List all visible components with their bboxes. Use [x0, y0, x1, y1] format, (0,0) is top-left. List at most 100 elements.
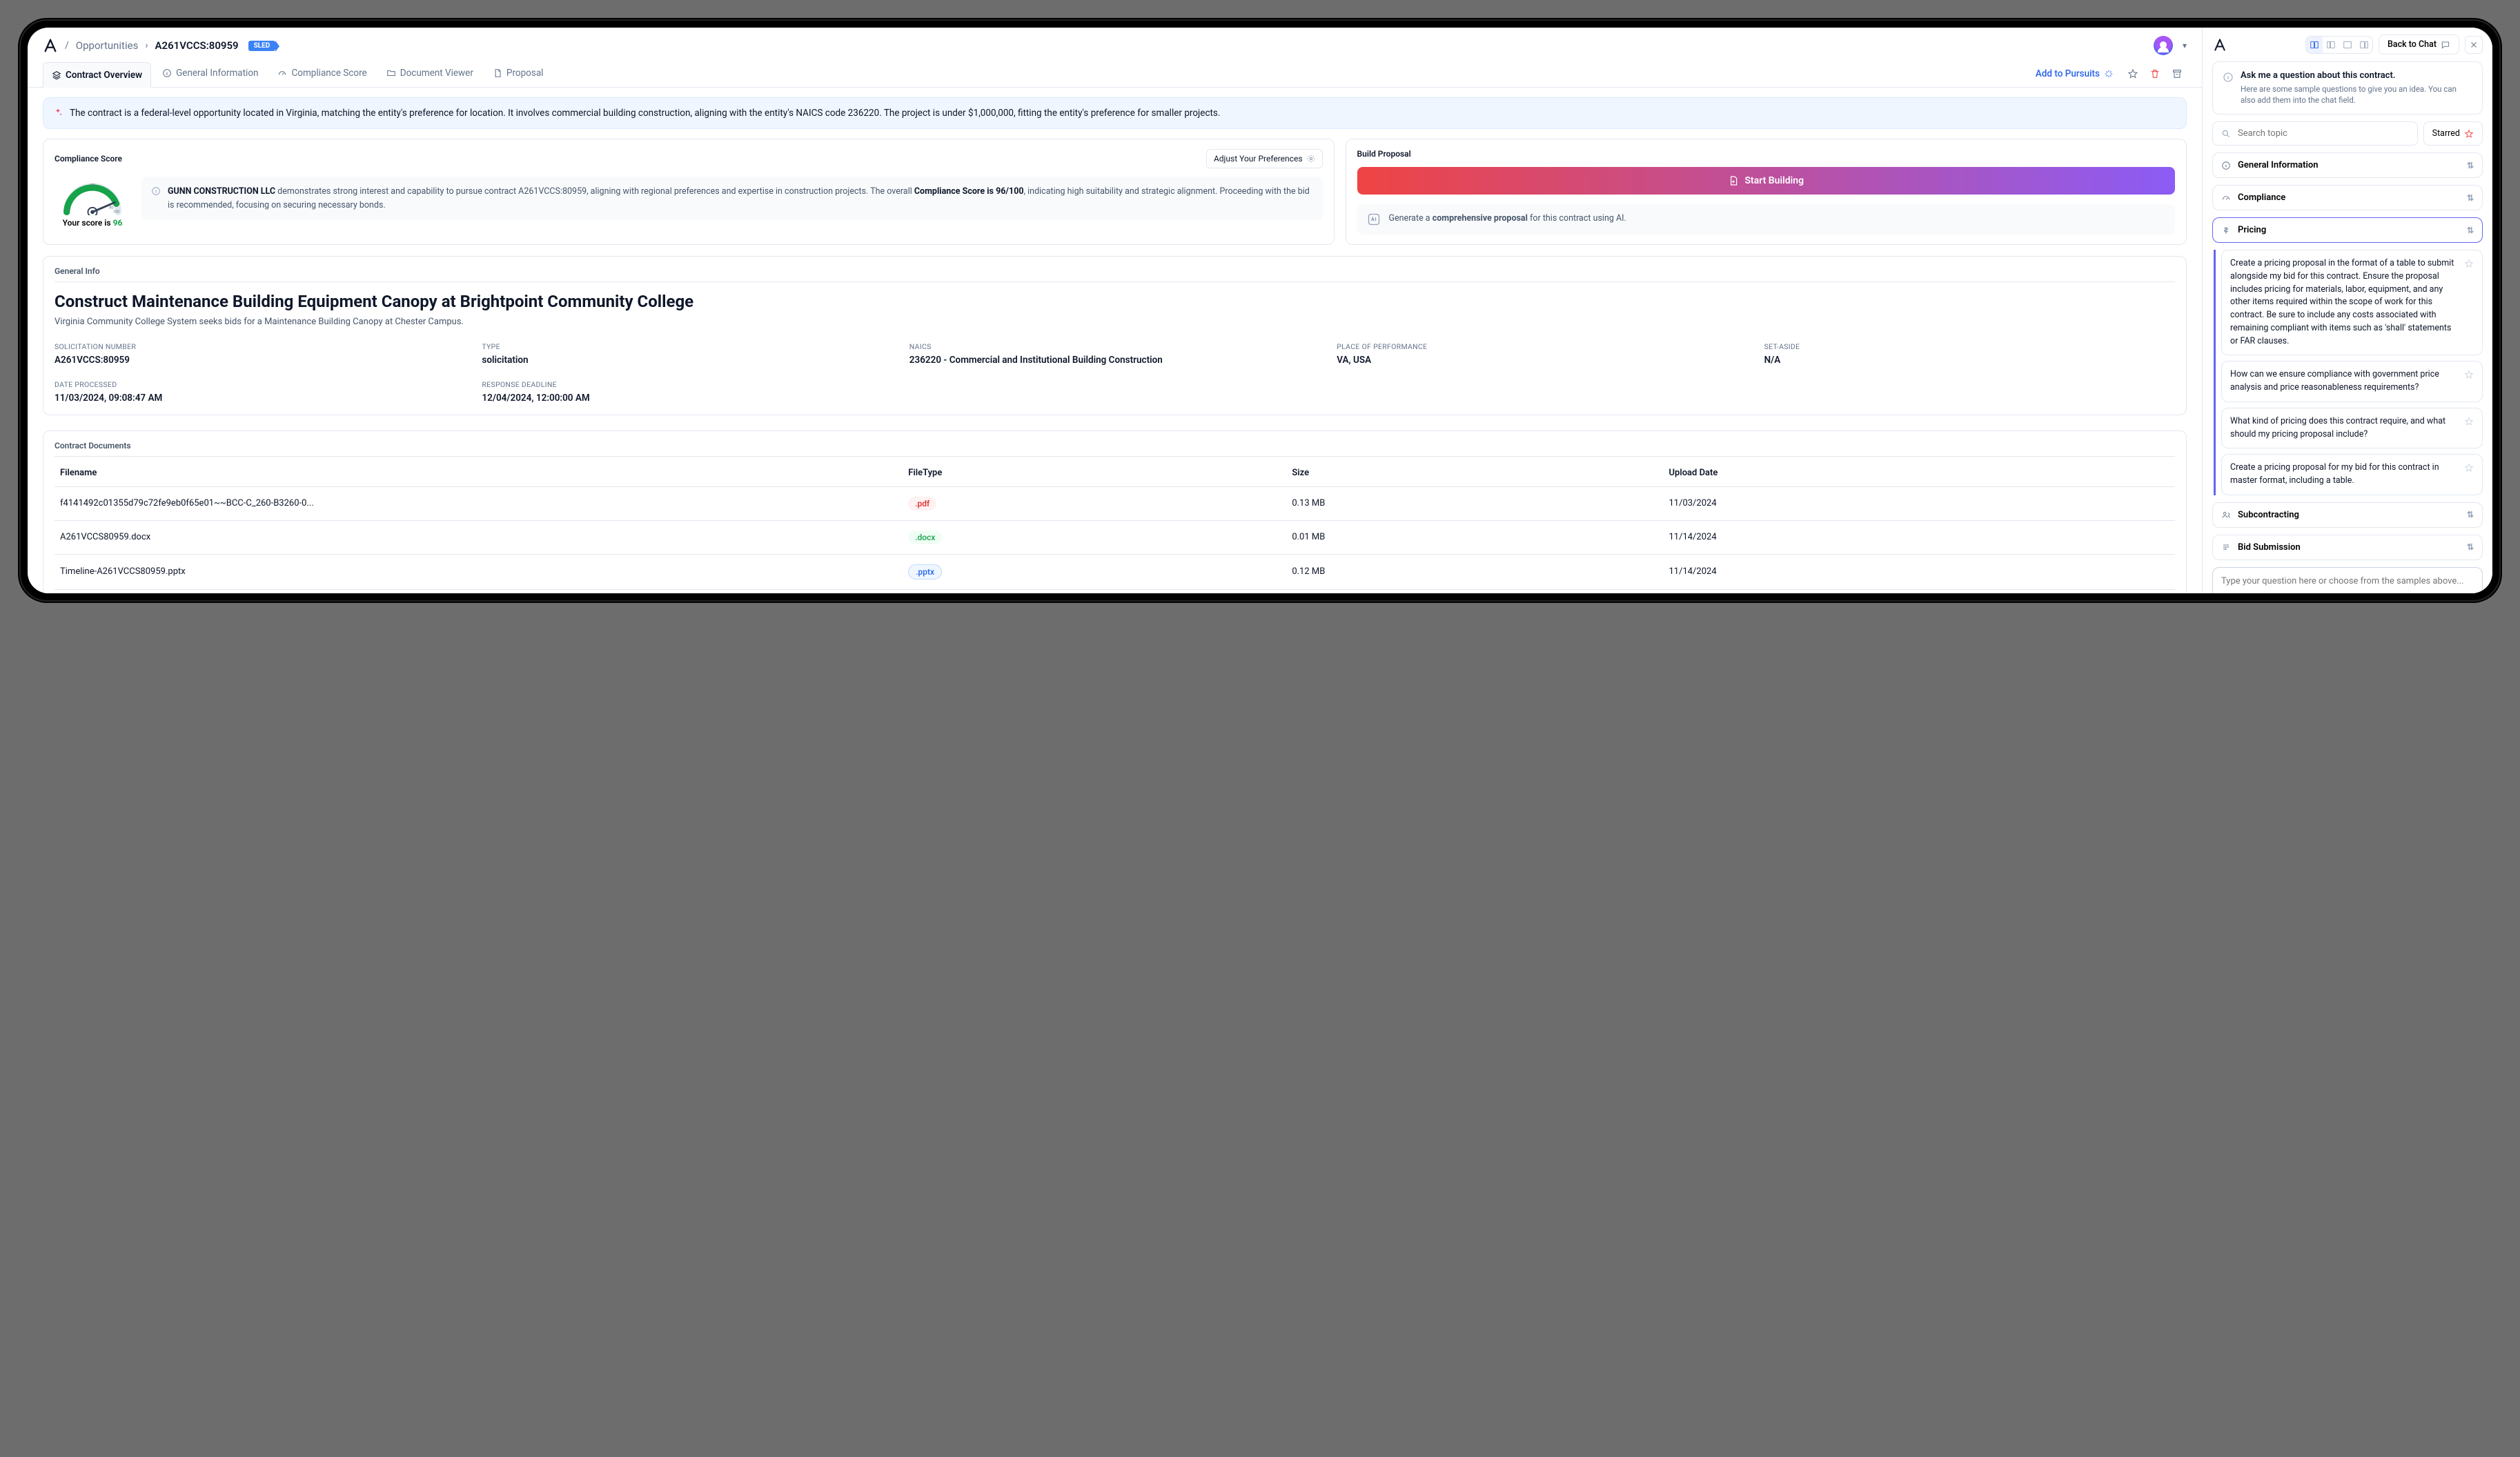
chevron-updown-icon: ⇅: [2467, 161, 2474, 170]
search-input[interactable]: [2236, 128, 2409, 139]
cell-filetype: .pdf: [903, 486, 1286, 520]
cell-size: 0.01 MB: [1286, 520, 1663, 554]
tab-general-information[interactable]: General Information: [154, 61, 266, 87]
star-icon[interactable]: [2464, 259, 2474, 348]
category-subcontracting[interactable]: Subcontracting ⇅: [2212, 502, 2483, 528]
chevron-updown-icon: ⇅: [2467, 542, 2474, 552]
star-icon[interactable]: [2464, 417, 2474, 442]
layout-left-button[interactable]: [2323, 37, 2339, 53]
chevron-updown-icon: ⇅: [2467, 226, 2474, 235]
avatar[interactable]: [2154, 36, 2173, 55]
cat-label: Bid Submission: [2238, 542, 2301, 553]
sample-question[interactable]: Create a pricing proposal in the format …: [2221, 250, 2483, 355]
folder-icon: [386, 68, 396, 78]
avatar-menu-chevron-icon[interactable]: ▾: [2183, 41, 2187, 50]
back-label: Back to Chat: [2388, 39, 2437, 50]
breadcrumb-opportunities[interactable]: Opportunities: [76, 39, 139, 52]
search-topic-field[interactable]: [2212, 121, 2418, 146]
tab-proposal[interactable]: Proposal: [484, 61, 552, 87]
cat-label: Compliance: [2238, 192, 2285, 203]
sample-question[interactable]: What kind of pricing does this contract …: [2221, 408, 2483, 449]
col-filetype: FileType: [903, 459, 1286, 487]
cell-filetype: .pptx: [903, 554, 1286, 589]
tab-contract-overview[interactable]: Contract Overview: [43, 62, 151, 88]
trash-icon: [2149, 68, 2160, 79]
file-icon: [493, 68, 502, 78]
tab-compliance-score[interactable]: Compliance Score: [269, 61, 375, 87]
category-compliance[interactable]: Compliance ⇅: [2212, 185, 2483, 210]
col-size: Size: [1286, 459, 1663, 487]
category-general-information[interactable]: General Information ⇅: [2212, 152, 2483, 178]
contract-subtitle: Virginia Community College System seeks …: [55, 317, 2175, 327]
layout-right-button[interactable]: [2356, 37, 2372, 53]
cell-size: 0.12 MB: [1286, 554, 1663, 589]
field-response-deadline: RESPONSE DEADLINE12/04/2024, 12:00:00 AM: [482, 380, 892, 404]
star-icon[interactable]: [2464, 370, 2474, 395]
archive-icon: [2172, 68, 2183, 79]
field-set-aside: SET-ASIDEN/A: [1764, 342, 2175, 366]
sample-question[interactable]: Create a pricing proposal for my bid for…: [2221, 454, 2483, 495]
docs-header: Contract Documents: [55, 441, 2175, 450]
sliders-icon: [2221, 542, 2231, 552]
table-row[interactable]: f4141492c01355d79c72fe9eb0f65e01~~BCC-C_…: [55, 486, 2175, 520]
delete-button[interactable]: [2145, 64, 2165, 83]
back-to-chat-button[interactable]: Back to Chat: [2379, 34, 2459, 54]
gauge: 0 50 80 100 Your score is: [55, 177, 130, 228]
cell-filename: A261VCCS80959.docx: [55, 520, 903, 554]
cell-upload: 11/14/2024: [1663, 520, 2175, 554]
layout-full-button[interactable]: [2339, 37, 2356, 53]
category-pricing[interactable]: Pricing ⇅: [2212, 217, 2483, 243]
build-header: Build Proposal: [1357, 149, 2175, 159]
tab-label: Document Viewer: [400, 68, 473, 79]
add-to-pursuits-button[interactable]: Add to Pursuits: [2029, 63, 2120, 85]
col-upload: Upload Date: [1663, 459, 2175, 487]
brand-logo: [2212, 37, 2227, 52]
generate-note: Generate a comprehensive proposal for th…: [1357, 204, 2175, 235]
sparkle-icon: [53, 108, 63, 120]
cell-size: 0.13 MB: [1286, 486, 1663, 520]
chat-panel: Back to Chat Ask me a question about thi…: [2203, 28, 2492, 593]
tab-document-viewer[interactable]: Document Viewer: [378, 61, 482, 87]
breadcrumb-sep: ›: [145, 40, 148, 51]
table-row[interactable]: Timeline-A261VCCS80959.pptx .pptx 0.12 M…: [55, 554, 2175, 589]
field-place: PLACE OF PERFORMANCEVA, USA: [1337, 342, 1747, 366]
layout-split-button[interactable]: [2306, 37, 2323, 53]
tab-label: Contract Overview: [66, 70, 142, 81]
cat-label: Pricing: [2238, 225, 2266, 235]
cell-filename: Timeline-A261VCCS80959.pptx: [55, 554, 903, 589]
starred-filter-button[interactable]: Starred: [2423, 121, 2483, 146]
summary-banner: The contract is a federal-level opportun…: [43, 97, 2187, 129]
ask-heading: Ask me a question about this contract.: [2241, 70, 2472, 81]
breadcrumb-id: A261VCCS:80959: [155, 39, 239, 52]
table-row[interactable]: A261VCCS80959.docx .docx 0.01 MB 11/14/2…: [55, 520, 2175, 554]
users-icon: [2221, 510, 2231, 519]
chat-icon: [2441, 40, 2450, 50]
sample-question[interactable]: How can we ensure compliance with govern…: [2221, 361, 2483, 402]
gauge-icon: [2221, 193, 2231, 203]
cell-filetype: .docx: [903, 520, 1286, 554]
svg-text:0: 0: [68, 208, 70, 212]
ai-icon: [1367, 212, 1381, 226]
dollar-icon: [2221, 226, 2231, 235]
search-icon: [2221, 129, 2231, 139]
question-textarea[interactable]: [2220, 575, 2475, 593]
archive-button[interactable]: [2167, 64, 2187, 83]
category-bid-submission[interactable]: Bid Submission ⇅: [2212, 535, 2483, 560]
star-icon[interactable]: [2464, 463, 2474, 488]
banner-text: The contract is a federal-level opportun…: [70, 106, 1220, 120]
ask-sub: Here are some sample questions to give y…: [2241, 83, 2472, 106]
sparkle-icon: [2104, 69, 2114, 79]
field-type: TYPEsolicitation: [482, 342, 892, 366]
svg-text:100: 100: [113, 210, 119, 215]
score-label: Your score is 96: [63, 218, 123, 228]
starred-label: Starred: [2432, 128, 2460, 139]
col-filename: Filename: [55, 459, 903, 487]
question-input-box[interactable]: [2212, 567, 2483, 593]
close-panel-button[interactable]: [2465, 36, 2483, 54]
star-button[interactable]: [2123, 64, 2143, 83]
main-tabs: Contract Overview General Information Co…: [28, 61, 2202, 88]
chevron-updown-icon: ⇅: [2467, 510, 2474, 519]
ask-prompt: Ask me a question about this contract. H…: [2212, 61, 2483, 115]
start-building-button[interactable]: Start Building: [1357, 167, 2175, 195]
adjust-preferences-button[interactable]: Adjust Your Preferences: [1206, 149, 1323, 168]
